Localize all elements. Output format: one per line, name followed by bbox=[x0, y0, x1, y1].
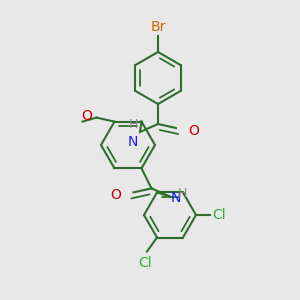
Text: N: N bbox=[170, 191, 181, 206]
Text: Cl: Cl bbox=[138, 256, 152, 269]
Text: H: H bbox=[129, 118, 138, 131]
Text: O: O bbox=[188, 124, 199, 138]
Text: Br: Br bbox=[150, 20, 166, 34]
Text: O: O bbox=[82, 109, 92, 123]
Text: N: N bbox=[128, 135, 138, 149]
Text: H: H bbox=[178, 187, 187, 200]
Text: O: O bbox=[111, 188, 122, 203]
Text: Cl: Cl bbox=[212, 208, 226, 222]
